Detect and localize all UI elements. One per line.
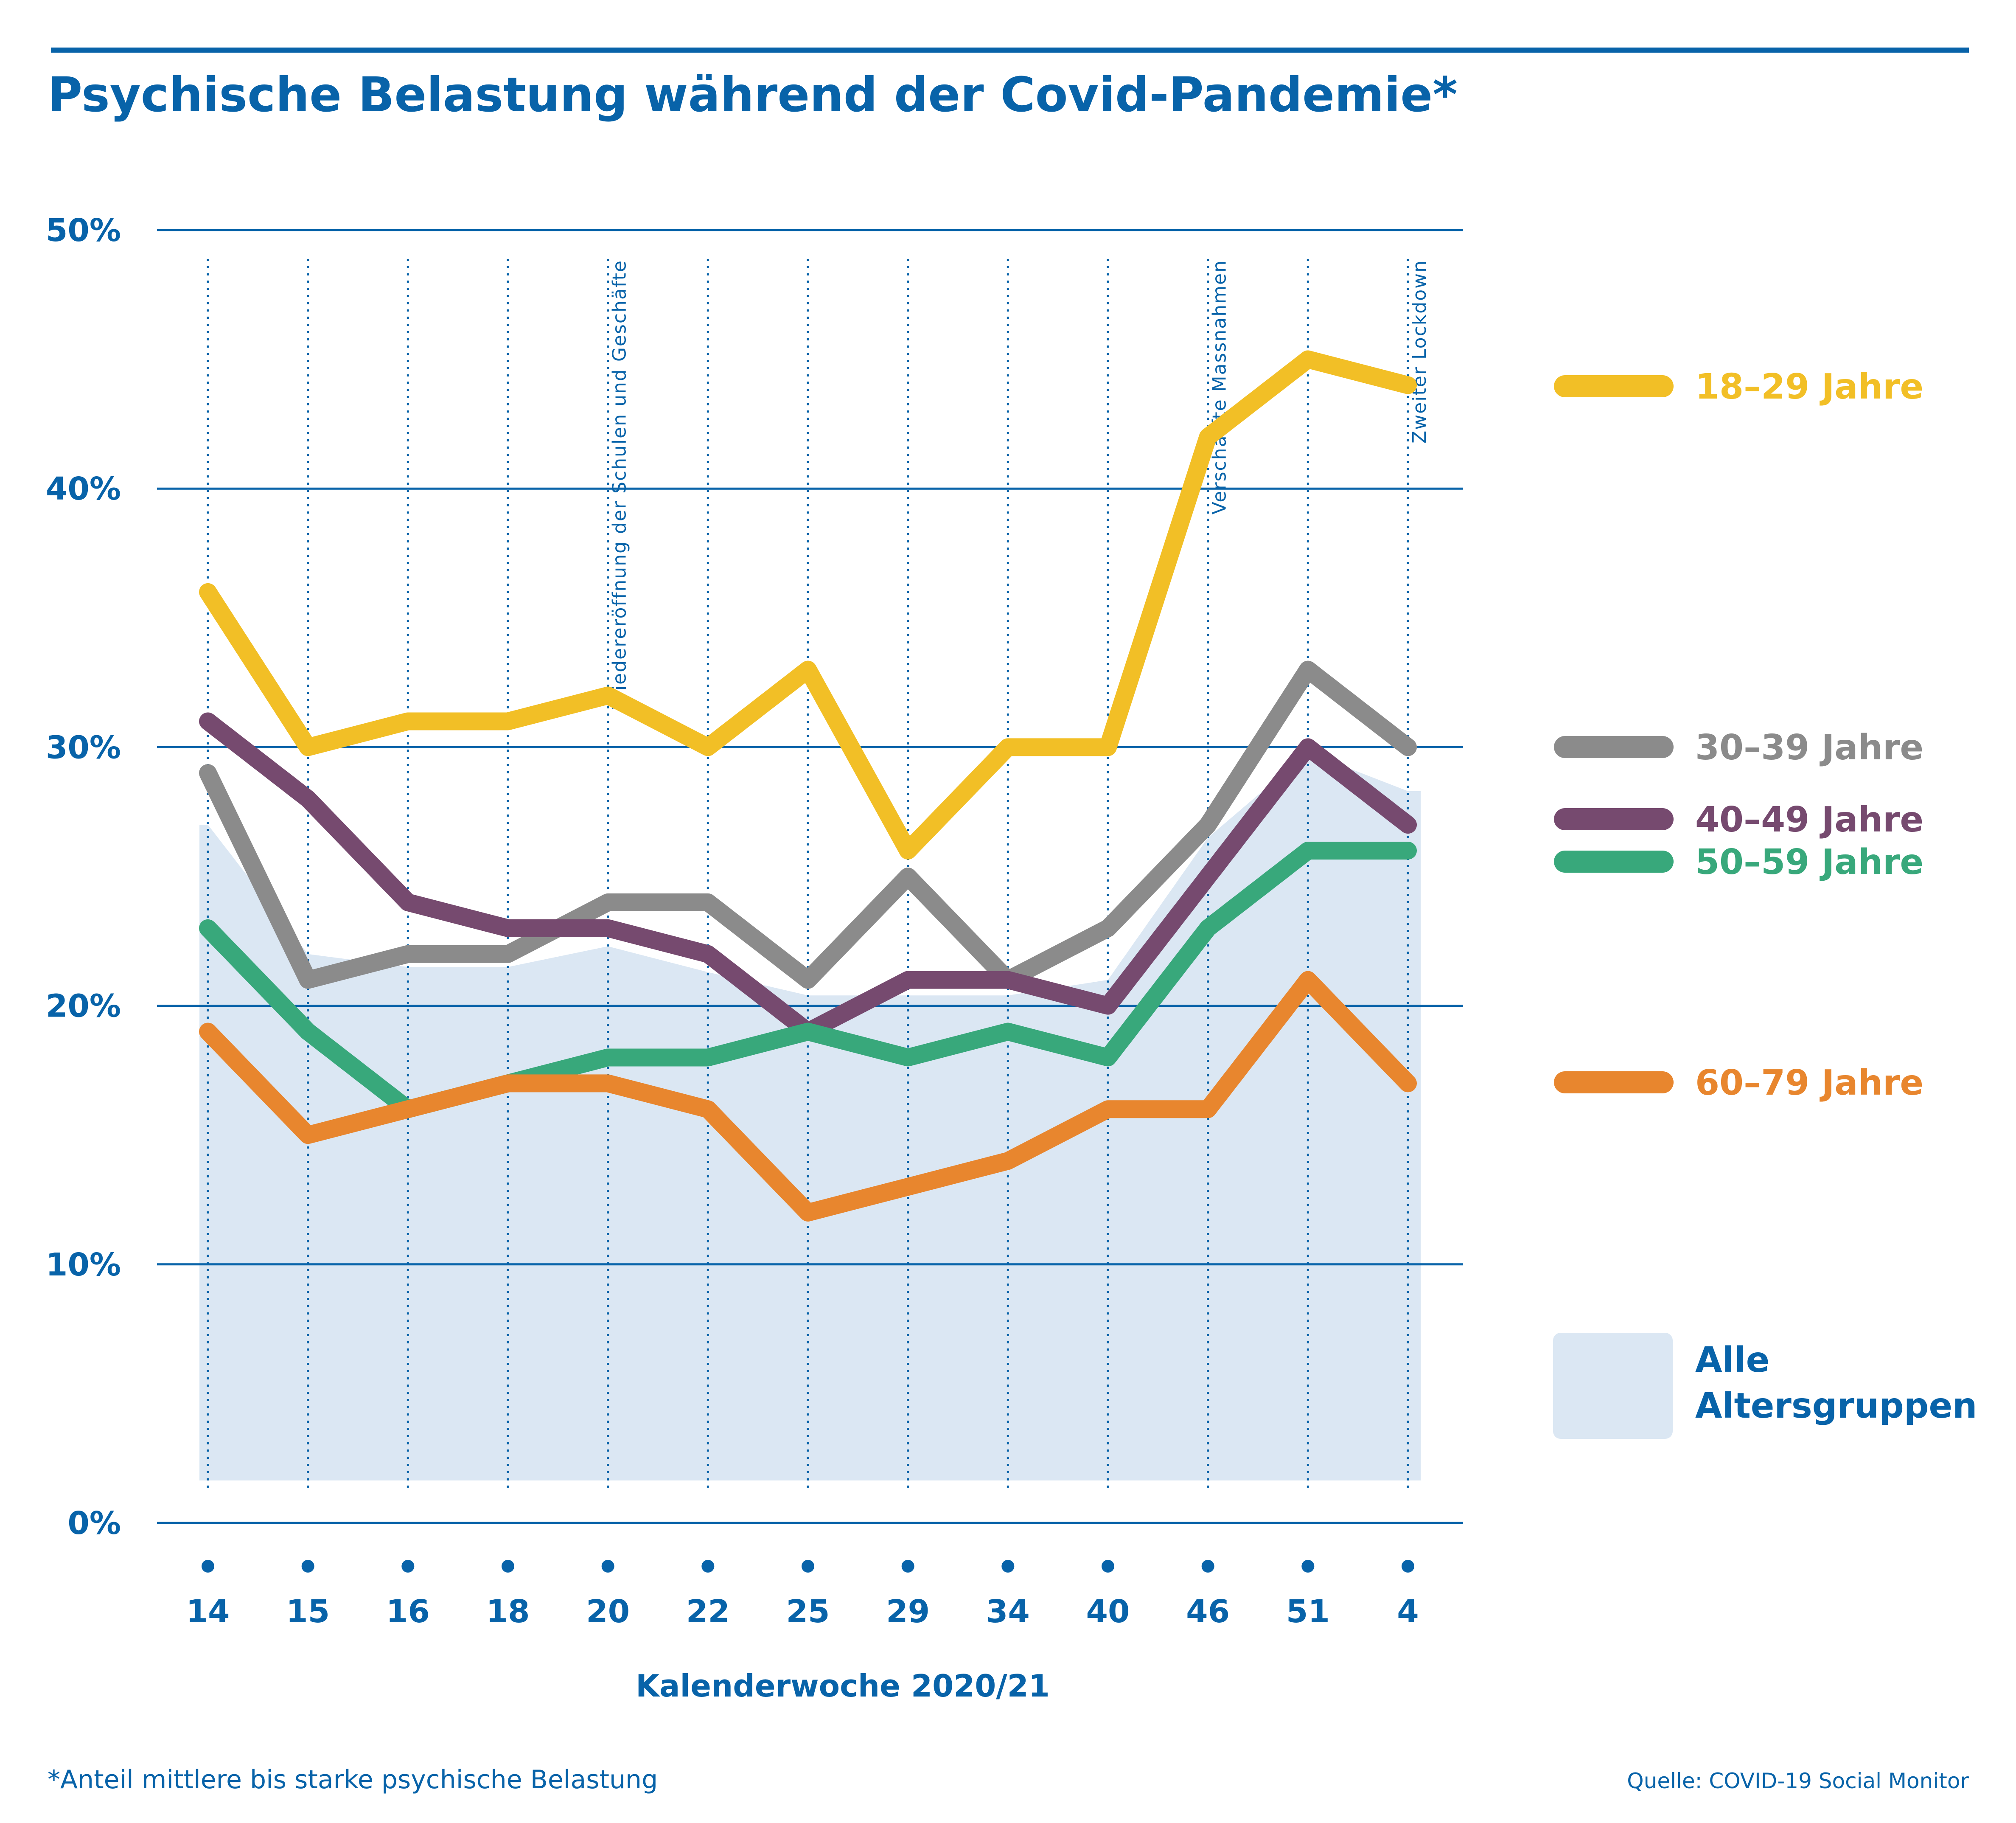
- y-tick-label: 50%: [46, 212, 121, 249]
- y-tick-label: 40%: [46, 471, 121, 507]
- event-label: Verschärfte Massnahmen: [1209, 260, 1231, 514]
- footnote: *Anteil mittlere bis starke psychische B…: [48, 1765, 658, 1795]
- legend-label: 50–59 Jahre: [1695, 842, 1923, 882]
- y-axis-ticks: 0% 10% 20% 30% 40% 50%: [46, 212, 121, 1542]
- x-tick-dot: [202, 1560, 214, 1573]
- x-tick-dot: [1001, 1560, 1015, 1573]
- y-tick-label: 20%: [46, 988, 121, 1025]
- x-tick-label: 15: [286, 1593, 330, 1630]
- x-tick-dot: [802, 1560, 814, 1573]
- x-tick-label: 22: [686, 1593, 730, 1630]
- x-tick-dot: [1402, 1560, 1414, 1573]
- series-lines: [199, 350, 1417, 1222]
- x-tick-label: 34: [986, 1593, 1030, 1630]
- area-layer: [199, 752, 1421, 1480]
- series-line: [199, 660, 1417, 989]
- x-tick-label: 51: [1286, 1593, 1330, 1630]
- legend-label-area-line2: Altersgruppen: [1695, 1386, 1977, 1426]
- x-tick-label: 40: [1086, 1593, 1130, 1630]
- y-tick-label: 10%: [46, 1247, 121, 1283]
- y-tick-label: 0%: [67, 1505, 121, 1542]
- legend-label: 60–79 Jahre: [1695, 1063, 1923, 1103]
- x-tick-dot: [601, 1560, 614, 1573]
- legend-label: 30–39 Jahre: [1695, 728, 1923, 768]
- x-tick-dot: [1201, 1560, 1214, 1573]
- x-tick-dot: [1102, 1560, 1114, 1573]
- legend-swatch-area: [1553, 1333, 1673, 1439]
- x-axis-label: Kalenderwoche 2020/21: [636, 1668, 1050, 1704]
- legend-label: 18–29 Jahre: [1695, 367, 1923, 407]
- x-tick-dot: [1301, 1560, 1315, 1573]
- gridlines: [157, 229, 1463, 1524]
- area-all-age-groups: [199, 752, 1421, 1480]
- x-tick-label: 29: [886, 1593, 930, 1630]
- x-axis-ticks: 14 15 16 18 20 22 25 29 34 40 46 51 4: [186, 1560, 1419, 1630]
- series-line: [199, 350, 1417, 860]
- x-tick-dot: [701, 1560, 715, 1573]
- x-tick-label: 46: [1186, 1593, 1230, 1630]
- event-labels: Wiedereröffnung der Schulen und Geschäft…: [609, 260, 1430, 710]
- x-tick-label: 4: [1397, 1593, 1419, 1630]
- source-note: Quelle: COVID-19 Social Monitor: [1627, 1769, 1969, 1793]
- legend-label-area-line1: Alle: [1695, 1340, 1769, 1380]
- x-tick-dot: [401, 1560, 415, 1573]
- series-line: [199, 971, 1417, 1222]
- x-tick-label: 16: [386, 1593, 430, 1630]
- y-tick-label: 30%: [46, 729, 121, 766]
- top-rule: [51, 48, 1969, 53]
- x-tick-label: 14: [186, 1593, 230, 1630]
- chart-title: Psychische Belastung während der Covid-P…: [48, 67, 1458, 123]
- x-tick-label: 25: [786, 1593, 830, 1630]
- event-label: Wiedereröffnung der Schulen und Geschäft…: [609, 260, 631, 710]
- x-tick-dot: [301, 1560, 314, 1573]
- x-tick-label: 20: [586, 1593, 630, 1630]
- x-tick-dot: [901, 1560, 914, 1573]
- event-label: Zweiter Lockdown: [1409, 260, 1430, 444]
- x-tick-dot: [502, 1560, 514, 1573]
- x-tick-label: 18: [486, 1593, 530, 1630]
- legend-label: 40–49 Jahre: [1695, 800, 1923, 840]
